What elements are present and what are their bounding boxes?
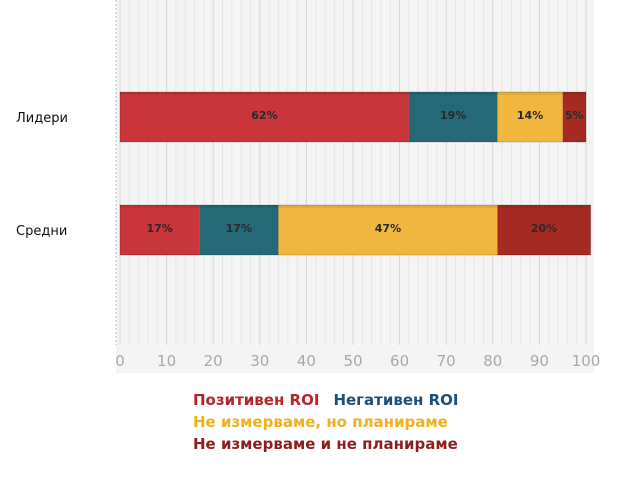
bar-segment bbox=[497, 205, 591, 255]
legend: Позитивен ROI Негативен ROI Не измерваме,… bbox=[193, 389, 458, 455]
x-tick-label: 50 bbox=[343, 352, 362, 370]
legend-item-negative-roi: Негативен ROI bbox=[333, 391, 459, 409]
legend-row-2: Не измерваме, но планираме bbox=[193, 411, 458, 433]
x-tick-label: 20 bbox=[204, 352, 223, 370]
legend-row-3: Не измерваме и не планираме bbox=[193, 433, 458, 455]
bar-outline bbox=[119, 204, 592, 256]
bar-segment bbox=[120, 205, 200, 255]
x-tick-label: 80 bbox=[483, 352, 502, 370]
x-tick-label: 40 bbox=[297, 352, 316, 370]
x-tick-label: 0 bbox=[115, 352, 125, 370]
bar-segment-shade bbox=[278, 205, 498, 208]
category-label: Средни bbox=[16, 224, 67, 239]
bar-outline bbox=[119, 91, 587, 143]
bar-segment-shade bbox=[120, 92, 409, 95]
bar-segment-shade bbox=[408, 92, 498, 95]
bar-segment bbox=[497, 92, 563, 142]
bar-segment bbox=[408, 92, 498, 142]
x-tick-label: 10 bbox=[157, 352, 176, 370]
bar-segment bbox=[199, 205, 279, 255]
x-tick-label: 70 bbox=[437, 352, 456, 370]
bar-segment-shade bbox=[120, 205, 200, 208]
data-label: 20% bbox=[531, 222, 557, 235]
legend-row-1: Позитивен ROI Негативен ROI bbox=[193, 389, 458, 411]
legend-item-positive-roi: Позитивен ROI bbox=[193, 391, 320, 409]
legend-item-not-measuring-planning: Не измерваме, но планираме bbox=[193, 413, 448, 431]
x-tick-label: 90 bbox=[530, 352, 549, 370]
bar-segment bbox=[562, 92, 586, 142]
data-label: 62% bbox=[251, 109, 277, 122]
bar-segment bbox=[120, 92, 409, 142]
plot-background bbox=[116, 0, 594, 373]
data-label: 17% bbox=[146, 222, 172, 235]
bar-segment bbox=[278, 205, 498, 255]
bar-segment-shade bbox=[497, 92, 563, 95]
x-tick-label: 30 bbox=[250, 352, 269, 370]
data-label: 17% bbox=[226, 222, 252, 235]
data-label: 19% bbox=[440, 109, 466, 122]
data-label: 47% bbox=[375, 222, 401, 235]
data-label: 14% bbox=[517, 109, 543, 122]
bar-segment-shade bbox=[562, 92, 586, 95]
x-tick-label: 60 bbox=[390, 352, 409, 370]
bar-segment-shade bbox=[199, 205, 279, 208]
category-label: Лидери bbox=[16, 111, 68, 126]
data-label: 5% bbox=[565, 109, 584, 122]
x-tick-label: 100 bbox=[572, 352, 601, 370]
bar-segment-shade bbox=[497, 205, 591, 208]
legend-item-not-measuring-not-planning: Не измерваме и не планираме bbox=[193, 435, 458, 453]
